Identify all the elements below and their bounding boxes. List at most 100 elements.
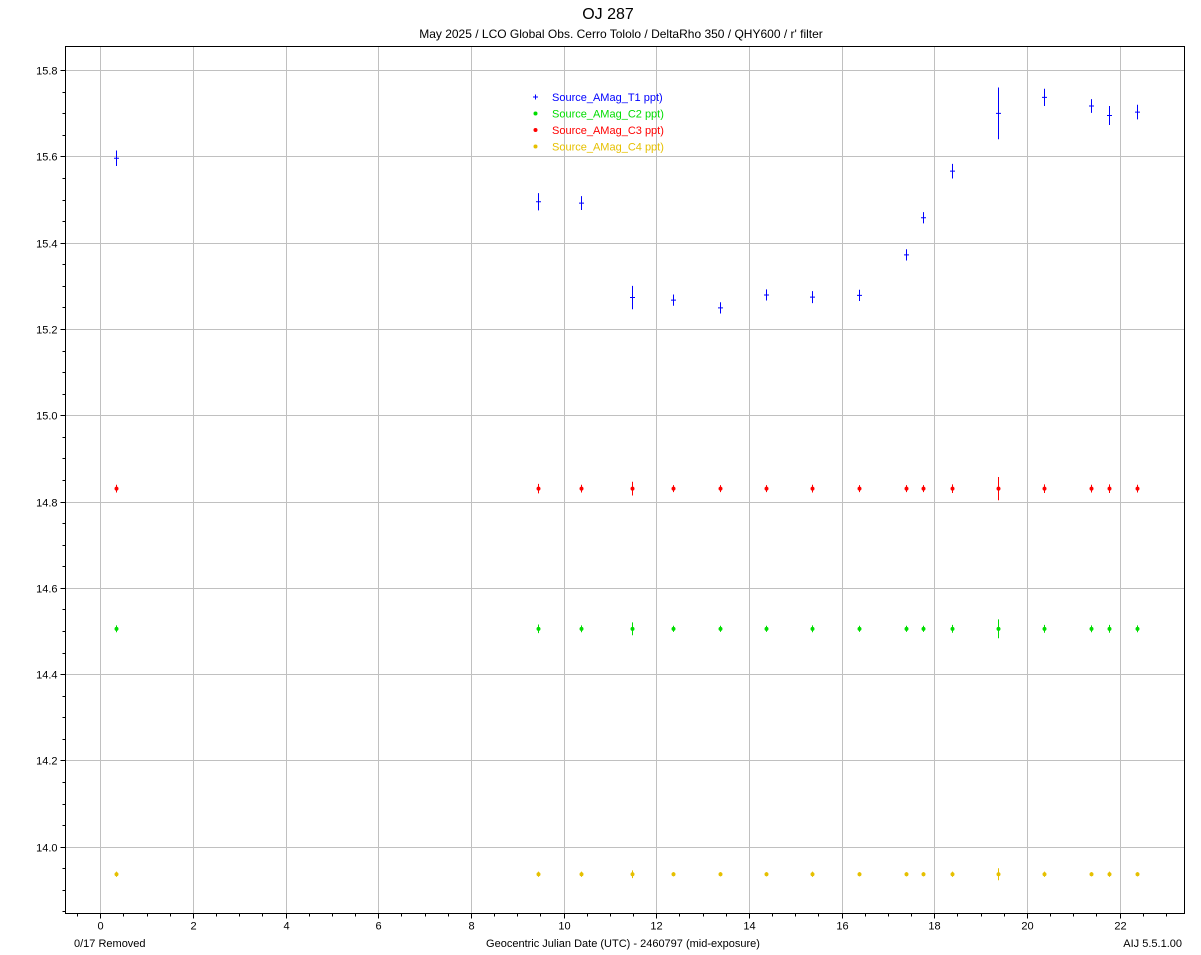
x-axis-ticks: 0 2 4 6 8 10 12 14 16 18 20 22 xyxy=(77,913,1167,933)
data-point xyxy=(630,486,635,491)
data-point xyxy=(671,626,676,631)
data-point xyxy=(1042,626,1047,631)
data-point xyxy=(996,110,1001,116)
data-point xyxy=(810,486,815,491)
data-point xyxy=(764,486,769,491)
series-3 xyxy=(114,476,1140,501)
data-point xyxy=(1135,872,1140,877)
data-point xyxy=(921,626,926,631)
legend: Source_AMag_T1 ppt) Source_AMag_C2 ppt) So… xyxy=(533,92,664,154)
data-point xyxy=(904,872,909,877)
y-tick-label: 15.8 xyxy=(36,66,57,78)
data-point xyxy=(579,200,584,206)
data-point xyxy=(1107,486,1112,491)
data-point xyxy=(718,486,723,491)
data-point xyxy=(718,305,723,311)
footer-removed-count: 0/17 Removed xyxy=(74,938,146,950)
chart-title: OJ 287 xyxy=(582,6,634,23)
data-point xyxy=(950,486,955,491)
footer-version: AIJ 5.5.1.00 xyxy=(1123,938,1182,950)
x-tick-label: 22 xyxy=(1114,921,1126,933)
data-point xyxy=(996,872,1001,877)
data-point xyxy=(857,292,862,298)
data-point xyxy=(1135,109,1140,115)
series-4 xyxy=(114,868,1140,881)
data-point xyxy=(996,486,1001,491)
data-point xyxy=(921,486,926,491)
y-tick-label: 14.4 xyxy=(36,670,57,682)
data-point xyxy=(114,626,119,631)
data-point xyxy=(1089,626,1094,631)
legend-entry: Source_AMag_C3 ppt) xyxy=(533,125,664,137)
y-axis-ticks: 14.0 14.2 14.4 14.6 14.8 15.0 15.2 15.4 15.6 15.8 xyxy=(36,66,66,912)
x-tick-label: 2 xyxy=(190,921,196,933)
data-point xyxy=(857,486,862,491)
series-1 xyxy=(114,87,1140,314)
data-point xyxy=(114,155,119,161)
data-point xyxy=(1042,872,1047,877)
legend-entry: Source_AMag_C2 ppt) xyxy=(533,109,664,121)
data-point xyxy=(671,872,676,877)
data-point xyxy=(764,292,769,298)
grid-lines xyxy=(65,46,1185,914)
data-point xyxy=(536,872,541,877)
data-point xyxy=(1089,486,1094,491)
y-tick-label: 15.2 xyxy=(36,325,57,337)
x-tick-label: 0 xyxy=(97,921,103,933)
data-point xyxy=(950,872,955,877)
data-point xyxy=(857,626,862,631)
legend-marker xyxy=(533,111,538,116)
y-tick-label: 15.6 xyxy=(36,152,57,164)
x-tick-label: 10 xyxy=(558,921,570,933)
data-point xyxy=(1089,103,1094,109)
series-2 xyxy=(114,619,1140,639)
data-point xyxy=(1107,113,1112,119)
data-point xyxy=(718,626,723,631)
data-series xyxy=(114,87,1140,881)
data-point xyxy=(1042,486,1047,491)
data-point xyxy=(810,626,815,631)
x-tick-label: 6 xyxy=(375,921,381,933)
data-point xyxy=(810,294,815,300)
data-point xyxy=(630,295,635,301)
y-tick-label: 15.4 xyxy=(36,239,57,251)
plot-frame xyxy=(65,46,1185,914)
x-tick-label: 12 xyxy=(650,921,662,933)
x-tick-label: 4 xyxy=(283,921,289,933)
data-point xyxy=(1107,626,1112,631)
legend-marker xyxy=(533,144,538,149)
x-tick-label: 14 xyxy=(743,921,755,933)
data-point xyxy=(904,252,909,258)
y-tick-label: 15.0 xyxy=(36,411,57,423)
x-tick-label: 8 xyxy=(468,921,474,933)
legend-entry: Source_AMag_T1 ppt) xyxy=(533,92,663,104)
data-point xyxy=(1042,94,1047,100)
data-point xyxy=(1135,626,1140,631)
legend-label: Source_AMag_T1 ppt) xyxy=(552,92,663,104)
data-point xyxy=(1089,872,1094,877)
data-point xyxy=(857,872,862,877)
chart-subtitle: May 2025 / LCO Global Obs. Cerro Tololo … xyxy=(419,27,823,41)
data-point xyxy=(1107,872,1112,877)
x-tick-label: 20 xyxy=(1021,921,1033,933)
data-point xyxy=(671,486,676,491)
y-tick-label: 14.2 xyxy=(36,756,57,768)
data-point xyxy=(671,297,676,303)
data-point xyxy=(764,872,769,877)
data-point xyxy=(579,626,584,631)
legend-marker xyxy=(533,94,538,100)
data-point xyxy=(536,626,541,631)
data-point xyxy=(810,872,815,877)
data-point xyxy=(630,872,635,877)
data-point xyxy=(996,626,1001,631)
data-point xyxy=(579,486,584,491)
legend-marker xyxy=(533,128,538,132)
data-point xyxy=(718,872,723,877)
legend-entry: Source_AMag_C4 ppt) xyxy=(533,142,664,154)
legend-label: Source_AMag_C2 ppt) xyxy=(552,109,664,121)
data-point xyxy=(114,486,119,491)
data-point xyxy=(536,486,541,491)
y-tick-label: 14.8 xyxy=(36,498,57,510)
x-tick-label: 18 xyxy=(928,921,940,933)
